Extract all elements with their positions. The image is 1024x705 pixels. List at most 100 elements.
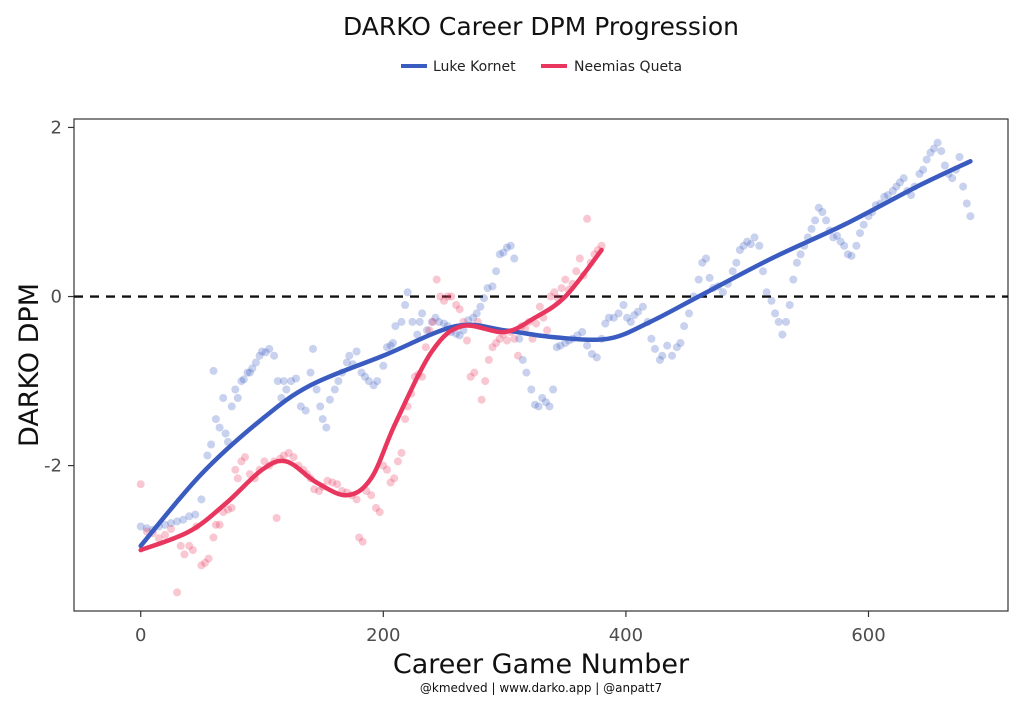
point-luke-kornet <box>408 317 417 326</box>
point-luke-kornet <box>401 301 410 309</box>
point-luke-kornet <box>452 329 461 338</box>
x-axis-title: Career Game Number <box>393 649 690 680</box>
point-luke-kornet <box>549 385 558 394</box>
point-neemias-queta <box>237 457 246 466</box>
point-neemias-queta <box>393 457 402 466</box>
point-luke-kornet <box>352 347 361 356</box>
x-tick-label: 0 <box>135 625 146 646</box>
point-luke-kornet <box>545 402 554 411</box>
point-neemias-queta <box>443 292 452 301</box>
point-neemias-queta <box>484 355 493 364</box>
point-luke-kornet <box>342 358 351 367</box>
point-luke-kornet <box>389 339 397 347</box>
point-neemias-queta <box>561 275 570 284</box>
point-luke-kornet <box>316 402 325 411</box>
point-luke-kornet <box>255 351 264 360</box>
point-neemias-queta <box>224 505 232 514</box>
point-luke-kornet <box>413 330 422 339</box>
point-luke-kornet <box>142 524 151 533</box>
point-neemias-queta <box>572 267 581 276</box>
legend-label-neemias-queta: Neemias Queta <box>574 59 682 75</box>
point-luke-kornet <box>922 155 931 164</box>
point-luke-kornet <box>243 368 252 377</box>
point-luke-kornet <box>668 351 676 360</box>
point-luke-kornet <box>966 212 975 221</box>
point-luke-kornet <box>423 326 431 335</box>
point-neemias-queta <box>466 372 475 381</box>
point-luke-kornet <box>578 328 587 336</box>
point-luke-kornet <box>774 317 783 326</box>
point-luke-kornet <box>771 309 780 318</box>
point-neemias-queta <box>546 292 555 301</box>
point-neemias-queta <box>421 343 430 352</box>
point-neemias-queta <box>231 465 240 474</box>
point-neemias-queta <box>310 485 319 494</box>
point-luke-kornet <box>179 515 188 524</box>
point-luke-kornet <box>403 288 412 297</box>
point-luke-kornet <box>386 341 395 350</box>
point-neemias-queta <box>470 368 479 377</box>
x-tick-label: 600 <box>851 625 885 646</box>
point-luke-kornet <box>896 178 904 187</box>
point-luke-kornet <box>391 322 400 331</box>
point-luke-kornet <box>541 398 550 407</box>
point-neemias-queta <box>510 334 519 343</box>
point-luke-kornet <box>345 351 354 360</box>
point-luke-kornet <box>273 377 282 386</box>
point-luke-kornet <box>822 216 831 225</box>
point-luke-kornet <box>245 368 254 377</box>
point-luke-kornet <box>136 522 145 531</box>
point-luke-kornet <box>364 377 373 386</box>
point-luke-kornet <box>556 341 565 350</box>
point-neemias-queta <box>550 288 559 297</box>
point-neemias-queta <box>215 520 224 529</box>
point-luke-kornet <box>488 282 497 291</box>
point-neemias-queta <box>201 558 209 567</box>
point-neemias-queta <box>233 474 242 483</box>
point-neemias-queta <box>161 530 169 539</box>
chart-title: DARKO Career DPM Progression <box>343 12 739 41</box>
point-luke-kornet <box>814 203 823 212</box>
point-luke-kornet <box>735 246 744 254</box>
point-luke-kornet <box>955 153 964 161</box>
point-luke-kornet <box>476 302 485 311</box>
point-luke-kornet <box>379 361 388 370</box>
point-luke-kornet <box>309 344 317 353</box>
point-luke-kornet <box>759 267 767 276</box>
point-luke-kornet <box>883 191 892 200</box>
point-luke-kornet <box>818 208 827 216</box>
point-neemias-queta <box>289 453 298 462</box>
point-neemias-queta <box>204 554 213 563</box>
point-luke-kornet <box>604 313 613 322</box>
point-luke-kornet <box>369 381 378 390</box>
point-neemias-queta <box>355 533 364 542</box>
point-neemias-queta <box>557 284 566 293</box>
point-luke-kornet <box>552 343 561 352</box>
point-luke-kornet <box>325 395 334 404</box>
point-neemias-queta <box>379 461 388 470</box>
point-luke-kornet <box>318 415 327 424</box>
point-luke-kornet <box>510 254 519 263</box>
point-luke-kornet <box>515 334 524 343</box>
point-luke-kornet <box>279 377 288 386</box>
point-neemias-queta <box>532 319 541 328</box>
point-neemias-queta <box>136 480 145 489</box>
point-luke-kornet <box>373 377 382 386</box>
point-luke-kornet <box>495 250 504 259</box>
point-luke-kornet <box>843 250 852 259</box>
point-neemias-queta <box>543 326 552 335</box>
point-neemias-queta <box>176 541 185 550</box>
point-luke-kornet <box>728 267 737 276</box>
point-neemias-queta <box>260 457 269 466</box>
point-luke-kornet <box>937 147 946 156</box>
point-neemias-queta <box>315 487 323 495</box>
point-luke-kornet <box>796 250 805 259</box>
point-neemias-queta <box>514 351 522 360</box>
legend: Luke Kornet Neemias Queta <box>401 59 682 75</box>
point-luke-kornet <box>383 343 391 352</box>
point-neemias-queta <box>383 465 391 474</box>
point-luke-kornet <box>888 186 897 195</box>
point-neemias-queta <box>535 302 544 311</box>
point-luke-kornet <box>527 385 536 394</box>
